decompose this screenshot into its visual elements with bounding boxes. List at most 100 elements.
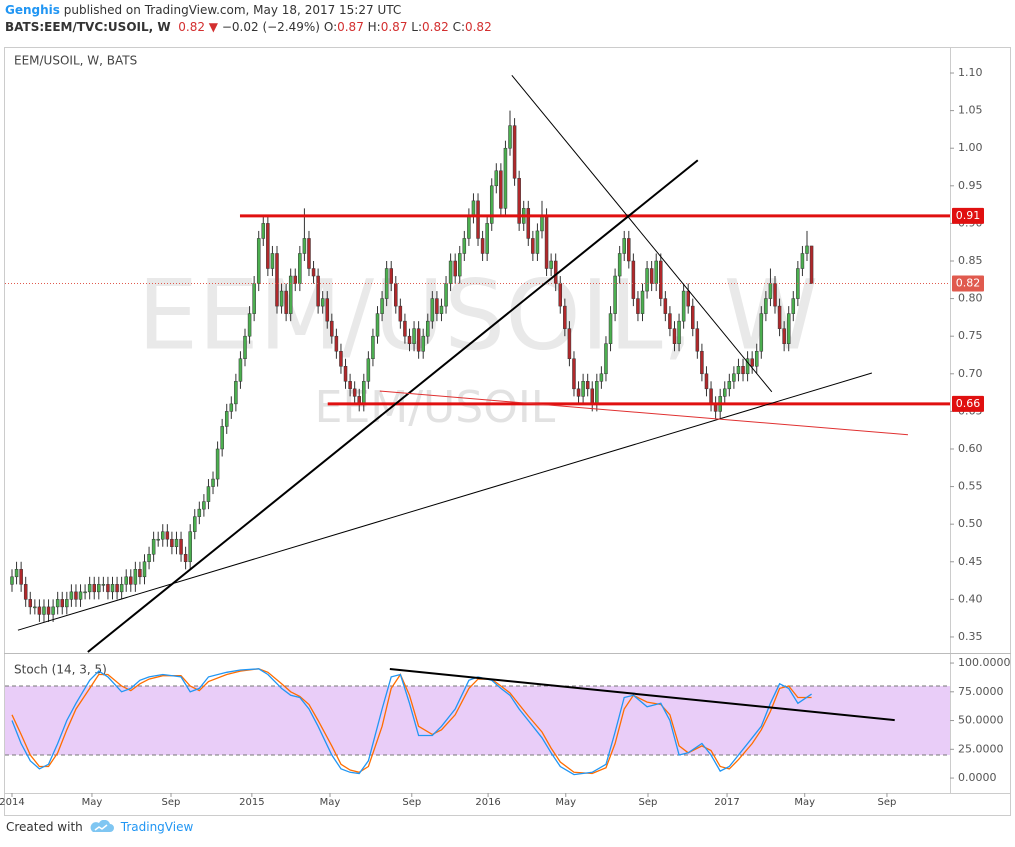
y-tick-label: 25.0000: [958, 742, 1004, 755]
x-tick-label: Sep: [878, 797, 897, 808]
y-tick-label: 75.0000: [958, 685, 1004, 698]
candle-body: [503, 147, 508, 209]
y-tick-label: 0.70: [958, 367, 983, 380]
brand[interactable]: TradingView: [120, 820, 194, 834]
pane-title: Stoch (14, 3, 5): [14, 663, 107, 677]
candle-body: [782, 328, 786, 344]
candle-body: [389, 268, 393, 284]
candle-body: [791, 298, 796, 314]
candle-body: [773, 283, 777, 307]
watermark-sub: EEM/USOIL: [315, 382, 556, 433]
author[interactable]: Genghis: [5, 3, 60, 17]
candle-body: [51, 606, 55, 615]
candle-body: [444, 283, 448, 307]
y-tick-label: 0.85: [958, 254, 983, 267]
candle-body: [489, 185, 494, 224]
candle-body: [663, 298, 668, 314]
candle-body: [279, 290, 284, 307]
candle-body: [745, 358, 750, 375]
axes: 1.101.051.000.950.900.850.800.750.700.65…: [0, 66, 1011, 808]
candle-body: [732, 373, 736, 382]
trend-line: [379, 390, 909, 436]
candle-body: [183, 553, 188, 563]
candle-body: [261, 223, 266, 239]
hline-price-box: [952, 207, 984, 224]
trend-line: [17, 372, 873, 631]
candle-body: [691, 305, 695, 329]
candle-body: [69, 591, 74, 600]
candle-body: [412, 328, 416, 344]
candle-body: [161, 531, 165, 540]
last: 0.82: [178, 20, 205, 34]
candle-body: [142, 561, 147, 578]
y-tick-label: 0.60: [958, 442, 983, 455]
candle-body: [462, 238, 467, 254]
candle-body: [613, 275, 617, 314]
candle-body: [512, 125, 517, 179]
candle-body: [375, 313, 380, 337]
x-tick-label: 2014: [0, 797, 25, 808]
y-tick-label: 0.0000: [958, 771, 997, 784]
candle-body: [476, 200, 480, 239]
candle-body: [494, 170, 499, 187]
candle-body: [311, 268, 316, 277]
y-tick-label: 1.05: [958, 104, 983, 117]
candle-body: [590, 388, 594, 405]
candle-body: [92, 584, 96, 593]
candle-body: [407, 335, 412, 344]
candle-body: [800, 253, 805, 269]
candle-body: [247, 313, 252, 337]
candle-body: [426, 320, 430, 337]
candle-body: [316, 275, 320, 307]
candle-body: [165, 531, 170, 540]
candle-body: [704, 373, 709, 390]
candle-body: [398, 305, 403, 322]
candle-body: [206, 486, 211, 502]
x-tick-label: May: [794, 797, 815, 808]
stoch-line: [11, 668, 812, 776]
candle-body: [777, 305, 782, 329]
candle-body: [229, 403, 234, 412]
candle-body: [786, 313, 791, 344]
candle-body: [403, 320, 407, 337]
candle-body: [256, 238, 261, 284]
candle-body: [549, 260, 553, 269]
hline-price-box: [952, 395, 984, 412]
candle-body: [649, 268, 654, 284]
candle-body: [110, 584, 115, 593]
candle-body: [133, 569, 138, 585]
x-tick-label: Sep: [402, 797, 421, 808]
candle-body: [750, 358, 754, 367]
stoch-line: [11, 668, 812, 775]
candle-body: [37, 606, 42, 615]
candle-body: [307, 238, 311, 269]
candle-body: [535, 230, 540, 254]
candle-body: [416, 328, 421, 352]
candle-body: [585, 381, 590, 390]
candle-body: [156, 538, 160, 541]
candle-body: [722, 388, 727, 397]
candle-body: [302, 238, 307, 254]
footer: Created with TradingView: [6, 820, 193, 834]
candle-body: [288, 275, 293, 314]
candle-body: [439, 305, 444, 314]
candle-body: [320, 298, 325, 307]
candle-body: [421, 335, 425, 352]
y-tick-label: 50.0000: [958, 714, 1004, 727]
candle-body: [754, 350, 759, 367]
candle-body: [595, 381, 599, 405]
candle-body: [197, 508, 202, 517]
candle-body: [220, 426, 224, 450]
hline-price-label: 0.91: [956, 209, 981, 222]
trend-line: [87, 159, 699, 653]
candle-body: [531, 238, 535, 254]
candle-body: [124, 576, 128, 585]
candle-body: [33, 606, 37, 609]
candle-body: [138, 569, 142, 578]
candle-body: [604, 343, 608, 375]
candle-body: [179, 538, 183, 555]
candle-body: [608, 313, 613, 344]
watermark: EEM/USOIL, W: [138, 259, 819, 371]
candle-body: [544, 215, 549, 269]
